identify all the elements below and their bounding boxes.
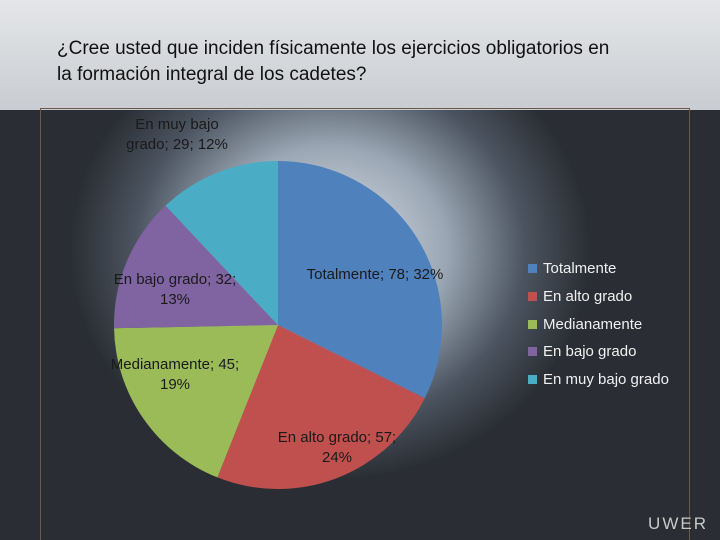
header-band [0, 0, 720, 110]
chart-frame [40, 108, 690, 540]
legend-item: En muy bajo grado [528, 371, 669, 388]
pie-slice [114, 325, 279, 478]
legend-item: En bajo grado [528, 343, 636, 360]
legend-swatch [528, 375, 537, 385]
data-label: En muy bajo grado; 29; 12% [126, 116, 228, 153]
legend-item: En alto grado [528, 288, 632, 305]
legend-label: En bajo grado [543, 343, 637, 361]
legend-swatch [528, 264, 537, 273]
watermark: UWER [648, 514, 708, 533]
legend-swatch [528, 319, 537, 329]
legend-item: Medianamente [528, 316, 642, 333]
legend-swatch [528, 347, 537, 357]
pie-slice [165, 161, 278, 325]
data-label: Medianamente; 45; 19% [110, 356, 240, 393]
legend-label: En alto grado [543, 287, 633, 305]
legend-label: Medianamente [543, 315, 643, 333]
legend-label: En muy bajo grado [543, 371, 669, 389]
legend-item: Totalmente [528, 260, 616, 277]
pie-slice [114, 205, 278, 329]
data-label: En alto grado; 57; 24% [277, 429, 397, 466]
pie-slice [217, 325, 425, 489]
chart-title: ¿Cree usted que inciden físicamente los … [57, 38, 610, 85]
legend-swatch [528, 291, 537, 301]
legend-label: Totalmente [543, 260, 617, 277]
data-label: Totalmente; 78; 32% [306, 266, 444, 283]
data-label: En bajo grado; 32; 13% [113, 271, 237, 308]
pie-slice [278, 161, 442, 399]
